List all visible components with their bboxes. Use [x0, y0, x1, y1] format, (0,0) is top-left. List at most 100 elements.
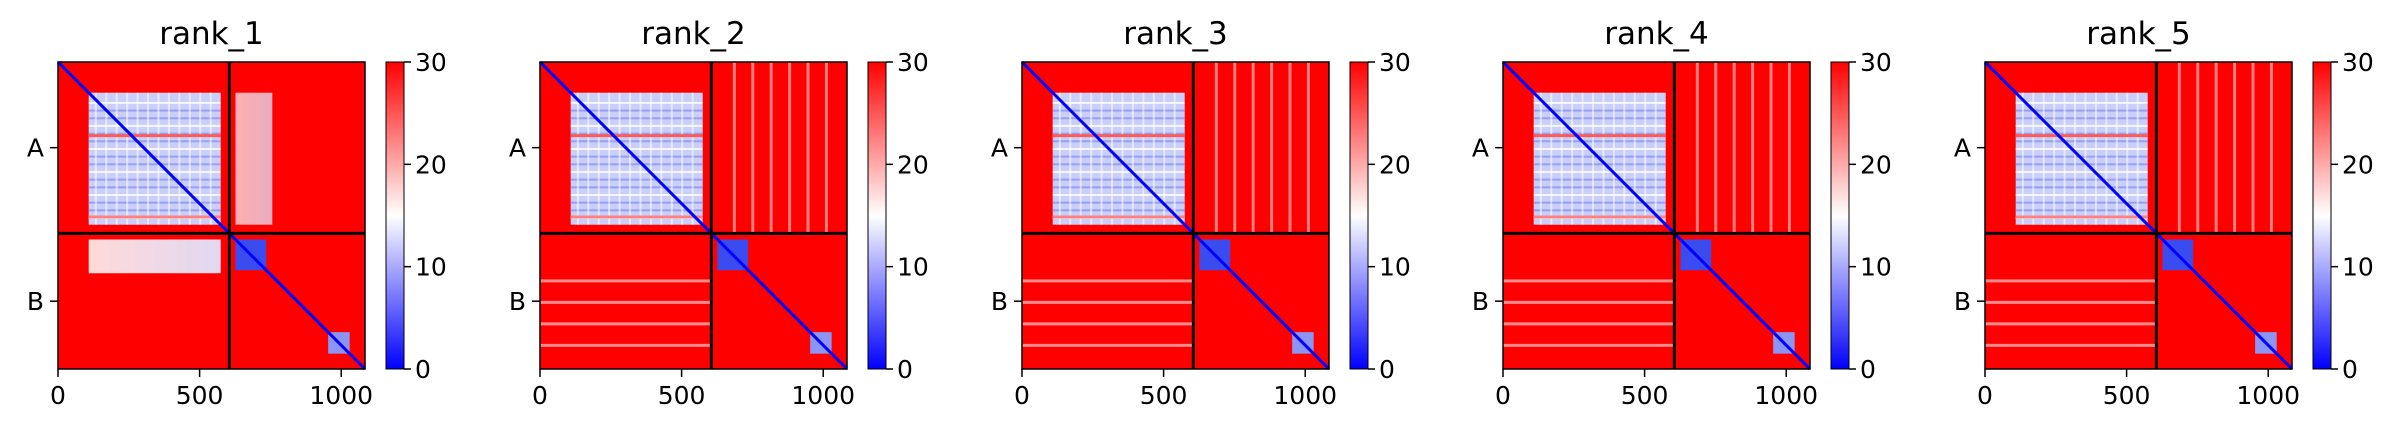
y-tick-label: B [27, 287, 44, 316]
off-diagonal-stripe [1270, 62, 1274, 234]
off-diagonal-stripe [2214, 62, 2218, 234]
off-diagonal-stripe [1251, 62, 1255, 234]
diagonal [56, 60, 367, 371]
block-stripe [1612, 92, 1615, 225]
block-stripe [1533, 170, 1666, 173]
off-diagonal-stripe [1985, 279, 2157, 283]
off-diagonal-stripe [540, 279, 712, 283]
block-stripe [2032, 92, 2035, 225]
block-stripe [1052, 186, 1185, 189]
off-diagonal-stripe [1751, 62, 1755, 234]
panel-5: rank_5 A B 0 500 1000 0 10 20 30 [1954, 16, 2374, 410]
block-stripe [136, 92, 139, 225]
block-stripe [1052, 170, 1185, 173]
block-stripe [88, 163, 221, 166]
block-stripe [88, 140, 221, 143]
block-stripe [88, 117, 221, 120]
colorbar-tick-label: 30 [1379, 48, 1411, 77]
off-diagonal-stripe [1022, 343, 1194, 347]
block-stripe [2015, 134, 2148, 138]
panel-2: rank_2 A B 0 500 1000 0 10 20 30 [509, 16, 929, 410]
block-stripe [2015, 140, 2148, 143]
off-diagonal-stripe [769, 62, 773, 234]
block-stripe [1533, 109, 1666, 112]
block-stripe [1602, 92, 1605, 225]
block-stripe [1052, 194, 1185, 197]
block-stripe [1121, 92, 1124, 225]
block-stripe [2015, 109, 2148, 112]
y-tick-label: B [509, 287, 526, 316]
block-stripe [126, 92, 129, 225]
off-diagonal-stripe [1503, 322, 1675, 326]
off-diagonal-stripe [1503, 343, 1675, 347]
off-diagonal-stripe [1985, 300, 2157, 304]
block-stripe [1550, 92, 1553, 225]
off-diagonal-stripe [1233, 62, 1237, 234]
off-diagonal-stripe [1022, 300, 1194, 304]
block-stripe [2053, 92, 2056, 225]
block-stripe [1633, 92, 1636, 225]
colorbar-tick-label: 10 [1379, 253, 1411, 282]
block-stripe [147, 92, 150, 225]
block-stripe [660, 92, 663, 225]
off-diagonal-stripe [540, 343, 712, 347]
colorbar [867, 61, 887, 370]
block-stripe [670, 92, 673, 225]
off-diagonal-stripe [2269, 62, 2273, 234]
block-stripe [639, 92, 642, 225]
block-stripe [88, 109, 221, 112]
off-diagonal-stripe [540, 322, 712, 326]
block-stripe [570, 178, 703, 181]
y-tick-label: A [1954, 134, 1971, 163]
block-stripe [629, 92, 632, 225]
colorbar-tick-label: 20 [2342, 150, 2374, 179]
block-stripe [115, 92, 118, 225]
block-stripe [1052, 134, 1185, 138]
colorbar-tick-label: 30 [2342, 48, 2374, 77]
off-diagonal-stripe [1022, 322, 1194, 326]
block-stripe [597, 92, 600, 225]
off-diagonal-stripe [2233, 62, 2237, 234]
block-stripe [570, 170, 703, 173]
block-stripe [1100, 92, 1103, 225]
block-stripe [88, 170, 221, 173]
off-diagonal-stripe [2251, 62, 2255, 234]
off-diagonal-stripe [1306, 62, 1310, 234]
block-stripe [2015, 186, 2148, 189]
block-stripe [1533, 163, 1666, 166]
colorbar-tick-label: 20 [415, 150, 447, 179]
block-stripe [1581, 92, 1584, 225]
off-diagonal-stripe [1769, 62, 1773, 234]
block-stripe [570, 132, 703, 135]
diagonal [538, 60, 849, 371]
block-stripe [2015, 132, 2148, 135]
colorbar-tick-label: 10 [897, 253, 929, 282]
block-stripe [1644, 92, 1647, 225]
colorbar [1349, 61, 1369, 370]
block-stripe [105, 92, 108, 225]
axes-frame [1021, 61, 1330, 370]
block-stripe [88, 215, 221, 219]
panel-title: rank_1 [159, 16, 264, 52]
block-stripe [1163, 92, 1166, 225]
off-diagonal-stripe [1732, 62, 1736, 234]
block-stripe [1131, 92, 1134, 225]
block-stripe [1533, 117, 1666, 120]
block-stripe [691, 92, 694, 225]
colorbar-tick-label: 20 [1860, 150, 1892, 179]
block-stripe [1539, 92, 1542, 225]
colorbar-tick-label: 30 [1860, 48, 1892, 77]
block-stripe [178, 92, 181, 225]
diagonal [1983, 60, 2294, 371]
y-tick-label: B [1954, 287, 1971, 316]
y-tick-label: A [27, 134, 44, 163]
off-diagonal-stripe [1288, 62, 1292, 234]
colorbar-tick-label: 20 [897, 150, 929, 179]
colorbar-tick-label: 0 [1860, 355, 1876, 384]
colorbar-tick-label: 20 [1379, 150, 1411, 179]
block-stripe [2015, 170, 2148, 173]
block-stripe [570, 101, 703, 104]
colorbar-tick-label: 30 [415, 48, 447, 77]
block-stripe [2015, 201, 2148, 204]
block-stripe [88, 101, 221, 104]
